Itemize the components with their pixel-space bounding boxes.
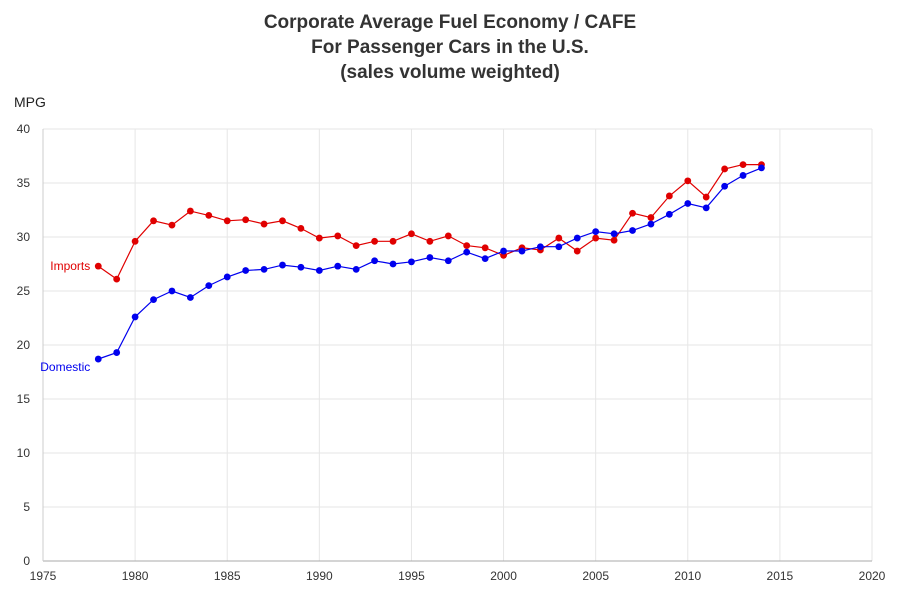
data-point-domestic (592, 228, 600, 236)
y-axis-label: MPG (14, 94, 46, 110)
data-point-domestic (223, 273, 231, 281)
data-point-domestic (297, 263, 305, 271)
data-point-imports (352, 242, 360, 250)
x-tick-label: 2005 (582, 569, 609, 583)
x-tick-label: 1990 (306, 569, 333, 583)
chart-title-line-1: Corporate Average Fuel Economy / CAFE (263, 12, 637, 33)
data-point-imports (131, 237, 139, 245)
data-point-imports (223, 217, 231, 225)
x-tick-label: 1995 (398, 569, 425, 583)
data-point-imports (463, 242, 471, 250)
data-point-domestic (242, 267, 250, 274)
data-point-domestic (481, 255, 489, 262)
series-label-domestic: Domestic (40, 360, 90, 374)
y-tick-label: 10 (17, 446, 31, 460)
data-point-imports (647, 214, 655, 221)
data-point-domestic (629, 227, 636, 234)
data-point-domestic (260, 266, 268, 273)
x-tick-label: 2015 (767, 569, 794, 583)
data-point-domestic (758, 164, 765, 172)
data-point-domestic (371, 257, 378, 265)
data-point-imports (279, 217, 286, 225)
data-point-imports (629, 209, 636, 217)
data-point-domestic (408, 258, 415, 266)
data-point-domestic (739, 172, 747, 179)
data-point-imports (665, 192, 673, 200)
chart-title-line-3: (sales volume weighted) (340, 62, 560, 83)
data-point-imports (242, 216, 250, 224)
data-point-domestic (702, 204, 710, 212)
data-point-domestic (352, 266, 360, 273)
data-point-domestic (518, 247, 526, 255)
data-point-imports (702, 193, 710, 201)
data-point-domestic (315, 267, 323, 274)
data-point-imports (573, 247, 581, 255)
x-tick-label: 1985 (214, 569, 241, 583)
data-point-domestic (684, 200, 692, 207)
data-point-domestic (279, 261, 286, 269)
data-point-domestic (555, 243, 563, 251)
data-point-domestic (665, 210, 673, 218)
data-point-imports (592, 234, 600, 242)
y-tick-label: 25 (17, 284, 31, 298)
data-point-imports (168, 221, 176, 229)
data-point-domestic (500, 247, 507, 255)
data-point-imports (113, 275, 121, 283)
data-point-imports (610, 236, 618, 244)
data-point-imports (408, 230, 415, 238)
data-point-domestic (426, 254, 434, 261)
data-point-domestic (94, 355, 102, 363)
y-tick-label: 30 (17, 230, 31, 244)
chart-title-line-2: For Passenger Cars in the U.S. (311, 37, 589, 58)
data-point-imports (684, 177, 692, 185)
y-tick-label: 35 (17, 176, 31, 190)
data-point-domestic (573, 234, 581, 242)
data-point-imports (389, 237, 397, 245)
x-tick-label: 2010 (674, 569, 701, 583)
data-point-domestic (389, 260, 397, 268)
data-point-domestic (186, 294, 194, 301)
data-point-domestic (205, 282, 213, 289)
data-point-domestic (444, 257, 452, 265)
data-point-domestic (610, 230, 618, 238)
data-point-imports (481, 244, 489, 252)
data-point-imports (260, 220, 268, 228)
series-line-imports (97, 164, 762, 280)
data-point-imports (371, 237, 378, 245)
data-point-domestic (463, 248, 471, 256)
data-point-imports (315, 234, 323, 242)
data-point-domestic (721, 182, 729, 190)
data-point-imports (444, 232, 452, 240)
y-tick-label: 0 (23, 554, 30, 568)
series-line-domestic (98, 167, 762, 360)
x-tick-label: 2020 (859, 569, 886, 583)
x-tick-label: 1980 (122, 569, 149, 583)
data-point-imports (721, 165, 729, 173)
data-point-imports (426, 237, 434, 245)
y-tick-label: 5 (23, 500, 30, 514)
data-point-domestic (647, 220, 655, 228)
data-point-imports (205, 212, 213, 219)
series-label-imports: Imports (50, 259, 90, 273)
data-point-domestic (168, 287, 176, 295)
data-point-domestic (113, 349, 121, 356)
y-tick-label: 20 (17, 338, 31, 352)
data-point-imports (739, 161, 747, 169)
data-point-imports (150, 217, 157, 225)
data-point-imports (334, 232, 342, 240)
x-tick-label: 1975 (30, 569, 57, 583)
data-point-imports (555, 234, 563, 242)
y-tick-label: 40 (17, 122, 31, 136)
data-point-domestic (334, 262, 342, 270)
data-point-imports (297, 224, 305, 232)
data-point-domestic (150, 296, 157, 304)
data-point-imports (94, 262, 102, 270)
y-tick-label: 15 (17, 392, 31, 406)
data-point-domestic (537, 243, 544, 251)
data-point-domestic (131, 313, 139, 321)
data-point-imports (186, 207, 194, 215)
x-tick-label: 2000 (490, 569, 517, 583)
